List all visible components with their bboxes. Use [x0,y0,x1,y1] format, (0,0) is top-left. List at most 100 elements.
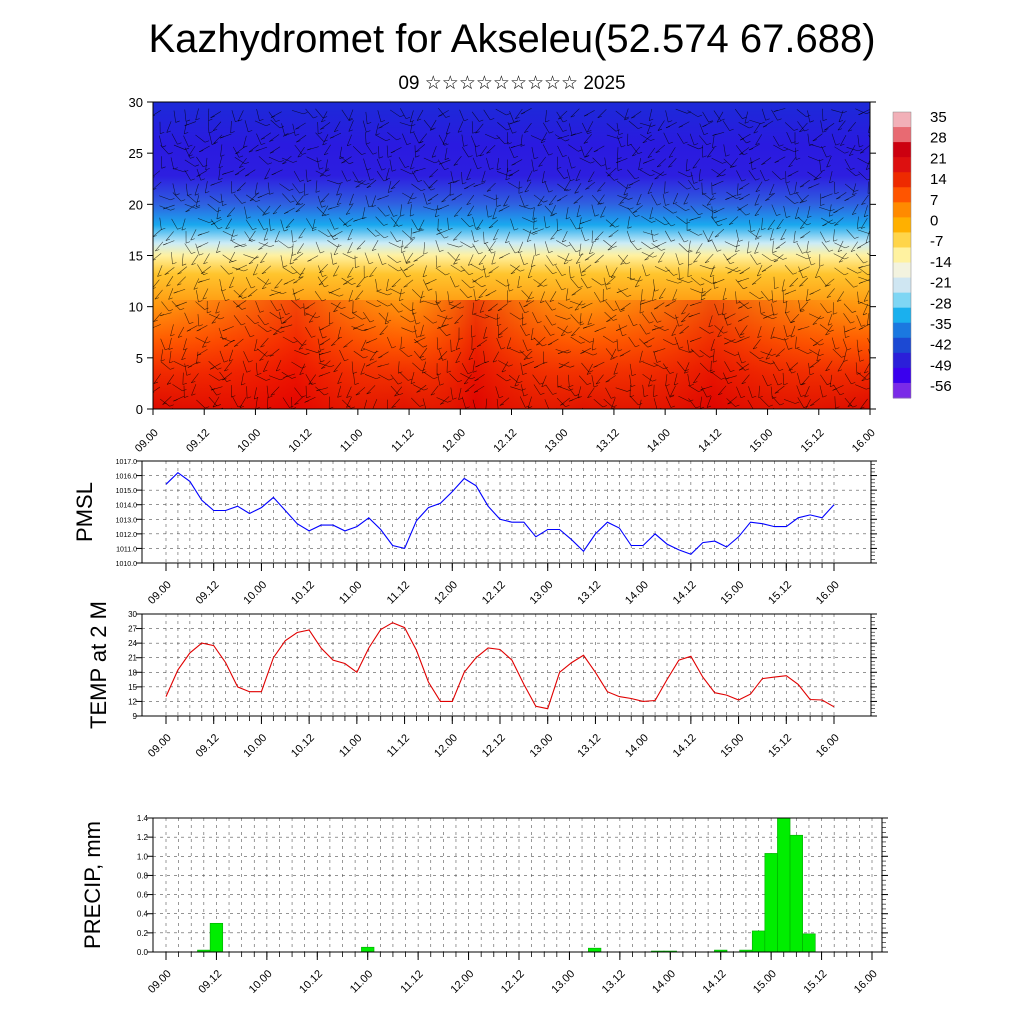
wind-barb [672,289,678,301]
wind-barb-flag [727,402,732,405]
wind-barb-flag [280,378,285,381]
wind-barb [195,108,199,121]
wind-barb-flag [422,345,428,348]
wind-barb-flag [325,169,330,172]
wind-barb [799,277,809,287]
wind-barb [607,241,617,251]
wind-barb-flag [324,393,329,396]
pmsl-y-tick-label: 1010.0 [116,561,138,568]
wind-barb-flag [324,285,329,288]
wind-barb [675,108,688,114]
wind-barb [398,361,400,374]
wind-barb-flag [767,227,772,230]
wind-barb [540,291,545,303]
wind-barb [249,192,259,202]
pmsl-x-tick-label: 09.12 [194,579,222,607]
wind-barb [618,204,630,210]
wind-barb [556,168,565,179]
wind-barb [759,359,771,365]
wind-barb [449,373,459,383]
wind-barb-flag [654,233,659,236]
wind-barb [638,158,641,170]
wind-barb-flag [169,404,174,407]
wind-barb [510,264,521,272]
wind-barb [411,183,422,191]
wind-barb-flag [336,193,341,196]
wind-barb-flag [689,350,694,353]
wind-barb-flag [499,256,504,259]
wind-barb-flag [802,275,807,279]
wind-barb-flag [614,178,619,181]
wind-barb [333,243,340,255]
wind-barb-flag [528,356,533,359]
wind-barb-flag [755,178,760,181]
wind-barb [588,171,595,182]
wind-barb-flag [522,364,527,367]
wind-barb-flag [650,247,656,250]
wind-barb [838,110,844,122]
wind-barb-flag [454,321,459,324]
wind-barb [819,206,831,212]
wind-barb [591,338,594,351]
wind-barb-flag [509,289,514,292]
wind-barb-flag [647,131,652,134]
wind-barb-flag [474,240,479,243]
wind-barb-flag [601,164,606,167]
wind-barb-flag [351,282,356,285]
wind-barb [413,384,424,391]
wind-barb [495,386,500,398]
wind-barb [737,204,749,211]
wind-barb [166,276,174,287]
wind-barb-flag [710,274,715,278]
wind-barb-flag [556,199,562,202]
wind-barb-flag [782,257,787,260]
wind-barb-flag [380,120,386,123]
wind-barb-flag [504,142,509,145]
wind-barb [605,219,616,228]
wind-barb-flag [281,322,286,325]
wind-barb-flag [852,193,857,196]
cross-section-x-tick-label: 11.00 [338,427,365,454]
wind-barb-flag [320,251,325,254]
wind-barb [533,384,541,395]
wind-barb-flag [543,361,548,364]
wind-barb-flag [184,395,189,398]
wind-barb [295,195,304,206]
wind-barb-flag [369,178,375,181]
wind-barb-flag [742,116,747,119]
wind-barb [642,231,655,236]
wind-barb-flag [819,317,825,320]
wind-barb-flag [479,310,485,313]
wind-barb [548,195,557,206]
wind-barb [472,276,484,283]
wind-barb-flag [194,164,200,167]
wind-barb [819,231,827,243]
wind-barb [474,374,485,382]
wind-barb [690,205,699,216]
wind-barb-flag [568,259,573,262]
wind-barb-flag [794,150,799,153]
wind-barb [468,254,474,266]
wind-barb [565,207,569,220]
wind-barb [752,339,761,350]
wind-barb [274,230,280,243]
wind-barb [725,266,737,272]
wind-barb-flag [304,400,309,403]
wind-barb-flag [210,183,215,186]
wind-barb-flag [406,275,411,278]
wind-barb [485,205,489,218]
wind-barb [524,122,532,133]
wind-barb [630,410,640,417]
wind-barb-flag [271,173,276,176]
wind-barb-flag [397,260,402,263]
wind-barb [460,265,470,275]
wind-barb [505,168,509,180]
wind-barb-flag [806,251,811,254]
wind-barb [781,279,785,292]
pmsl-y-axis: 1017.01016.01015.01014.01013.01012.01011… [116,459,877,568]
wind-barb [813,171,823,181]
wind-barb-flag [216,393,221,396]
wind-barb-flag [755,237,760,240]
wind-barb-flag [313,116,318,119]
wind-barb-flag [566,244,571,247]
